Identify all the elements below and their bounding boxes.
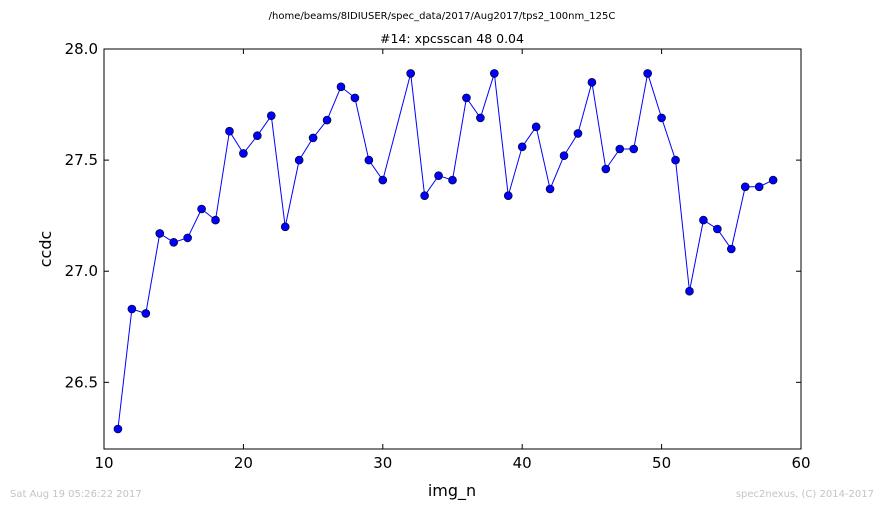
data-point	[685, 286, 694, 296]
data-point	[573, 129, 583, 138]
data-point	[490, 69, 499, 78]
data-point	[671, 155, 680, 165]
data-point	[531, 122, 541, 132]
data-point	[113, 424, 123, 434]
data-point	[378, 175, 388, 185]
y-tick-label: 28.0	[65, 40, 98, 58]
data-point	[350, 93, 360, 103]
data-point	[726, 244, 736, 254]
x-axis-label: img_n	[428, 481, 476, 501]
data-point	[545, 184, 555, 194]
data-point	[420, 191, 429, 200]
data-point	[643, 69, 652, 78]
data-point	[127, 304, 137, 314]
data-point	[253, 131, 262, 140]
data-point	[476, 113, 485, 123]
footer-timestamp: Sat Aug 19 05:26:22 2017	[10, 489, 142, 500]
data-point	[601, 164, 611, 174]
data-point	[211, 215, 220, 225]
data-point	[740, 182, 750, 192]
plot-frame	[103, 48, 802, 450]
x-tick-label: 60	[791, 454, 810, 472]
data-point	[322, 115, 332, 125]
data-point	[699, 215, 708, 225]
footer-credit: spec2nexus, (C) 2014-2017	[735, 489, 874, 500]
data-point	[503, 191, 513, 200]
y-tick-label: 27.5	[65, 151, 98, 169]
data-point	[294, 155, 304, 165]
x-tick-label: 20	[234, 454, 253, 472]
data-point	[559, 151, 569, 160]
data-point	[587, 78, 597, 87]
x-tick-label: 40	[513, 454, 532, 472]
y-axis-label: ccdc	[36, 231, 55, 268]
data-point	[448, 175, 457, 185]
x-tick-label: 30	[373, 454, 392, 472]
data-point	[141, 309, 151, 318]
data-point	[183, 233, 192, 243]
chart-supertitle: /home/beams/8IDIUSER/spec_data/2017/Aug2…	[269, 11, 616, 22]
data-point	[266, 111, 276, 120]
data-point	[336, 82, 346, 92]
data-point	[169, 238, 178, 247]
data-point	[629, 144, 639, 154]
y-tick-label: 26.5	[65, 373, 98, 391]
plot-layer: 10 20 30 40 50 60 26.5 27.0 27.5 28.0	[65, 40, 811, 472]
data-point	[434, 171, 443, 180]
data-point	[225, 126, 234, 136]
series-line	[117, 73, 774, 430]
data-point	[364, 155, 374, 165]
data-point	[406, 69, 415, 78]
chart-title: #14: xpcsscan 48 0.04	[380, 31, 524, 46]
data-point	[754, 182, 764, 192]
data-point	[155, 229, 165, 238]
data-point	[768, 175, 778, 185]
data-point	[615, 144, 625, 154]
data-point	[308, 133, 318, 143]
x-tick-label: 50	[652, 454, 671, 472]
data-point	[713, 224, 722, 234]
data-point	[462, 93, 471, 103]
y-tick-label: 27.0	[65, 262, 98, 280]
data-point	[197, 204, 206, 214]
data-point	[657, 113, 666, 123]
x-tick-label: 10	[94, 454, 113, 472]
data-point	[280, 222, 290, 232]
data-point	[517, 142, 527, 152]
data-point	[239, 149, 248, 158]
